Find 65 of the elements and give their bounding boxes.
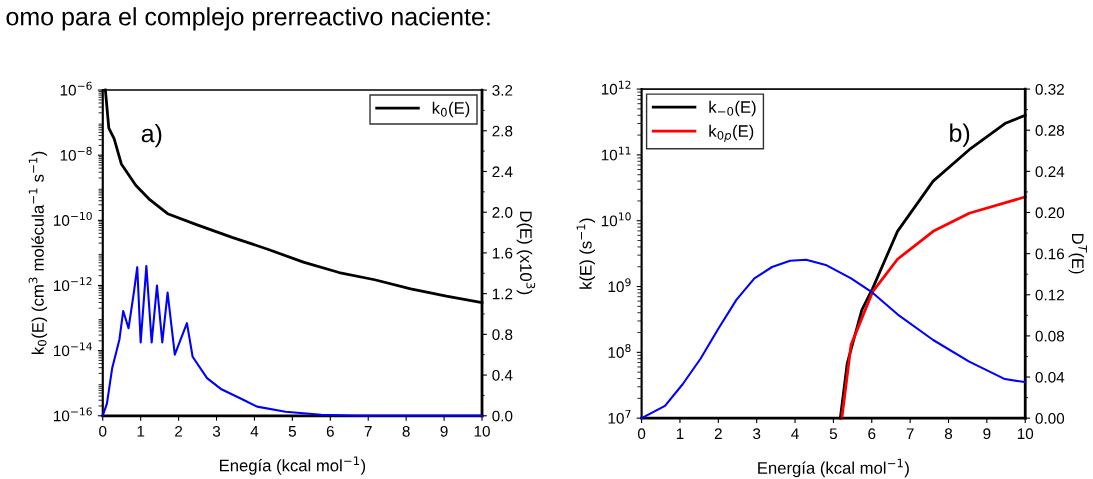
annotation: a) [141,124,162,148]
y-tick-label: 10$^{−16}$ [54,407,92,422]
y-tick-label: 10$^{−14}$ [54,342,92,357]
y2-tick-label: 0.16 [1035,248,1065,260]
y2-tick-label: 1.2 [492,288,513,300]
x-tick-label: 4 [250,426,259,437]
x-tick-label: 3 [212,425,221,437]
y-tick-label: 10$^{11}$ [601,146,631,161]
x-tick-label: 6 [326,425,334,437]
y2-tick-label: 1.6 [492,247,513,259]
x-tick-label: 7 [364,426,372,437]
y2-tick-label: 2.4 [492,166,513,178]
line-series [840,195,1027,420]
x-tick-label: 9 [983,428,991,440]
x-axis-title: Enegía (kcal mol$^{−1}$) [219,456,366,475]
y-tick-label: 10$^{−10}$ [54,211,92,226]
y2-tick-label: 0.08 [1035,330,1065,342]
legend-label: k$_{0}$(E) [432,101,470,118]
x-tick-label: 7 [906,428,914,439]
text: k$_{0}$(E) (cm$^{3}$ molécula$^{−1}$ s$^{−1}$) [28,151,48,355]
x-tick-label: 9 [440,425,448,437]
y2-tick-label: 2.0 [492,207,513,218]
x-tick-label: 0 [637,428,646,440]
y2-tick-label: 2.8 [492,125,513,137]
x-tick-label: 1 [676,428,684,439]
x-tick-label: 2 [714,428,722,439]
y2-tick-label: 0.8 [492,329,513,341]
y-tick-label: 10$^{8}$ [608,343,631,358]
y2-tick-label: 0.28 [1035,125,1065,136]
y-tick-label: 10$^{9}$ [608,278,631,293]
text: omo para el complejo prerreactivo naciente: [6,7,490,31]
legend-label: k$_{0p}$(E) [709,124,754,142]
x-tick-label: 8 [402,425,410,437]
y2-tick-label: 0.32 [1035,83,1064,95]
x-tick-label: 5 [288,426,296,437]
x-tick-label: 10 [474,425,490,437]
y2-tick-label: 0.24 [1035,166,1065,178]
x-tick-label: 10 [1017,428,1034,440]
y-tick-label: 10$^{−6}$ [60,81,92,96]
y-tick-label: 10$^{10}$ [601,212,631,227]
y-tick-label: 10$^{12}$ [601,80,631,95]
y2-tick-label: 0.12 [1035,289,1064,301]
y2-tick-label: 0.04 [1035,371,1065,383]
x-tick-label: 8 [944,428,953,440]
x-tick-label: 4 [791,428,799,439]
x-tick-label: 0 [99,425,107,437]
y-tick-label: 10$^{7}$ [608,409,631,424]
y2-tick-label: 0.00 [1035,413,1065,424]
x-tick-label: 5 [829,428,838,440]
annotation: b) [950,123,970,147]
y2-axis-title: D$^{T}$(E) [1068,234,1087,274]
y-axis-title: k(E) (s$^{−1}$) [576,218,595,289]
y2-tick-label: 0.0 [492,410,513,422]
y2-tick-label: 0.20 [1035,207,1065,219]
x-axis-title: Energía (kcal mol$^{−1}$) [758,458,909,478]
y2-tick-label: 3.2 [492,84,513,96]
x-tick-label: 1 [137,426,145,437]
x-tick-label: 3 [753,428,761,440]
legend-label: k$_{−0}$(E) [709,100,756,117]
x-tick-label: 6 [868,428,876,440]
y-tick-label: 10$^{−8}$ [60,146,92,161]
y2-tick-label: 0.4 [492,369,513,381]
y2-axis-title: D(E) (x10$^{3}$) [516,211,536,295]
y-tick-label: 10$^{−12}$ [54,277,92,292]
x-tick-label: 2 [175,425,183,437]
